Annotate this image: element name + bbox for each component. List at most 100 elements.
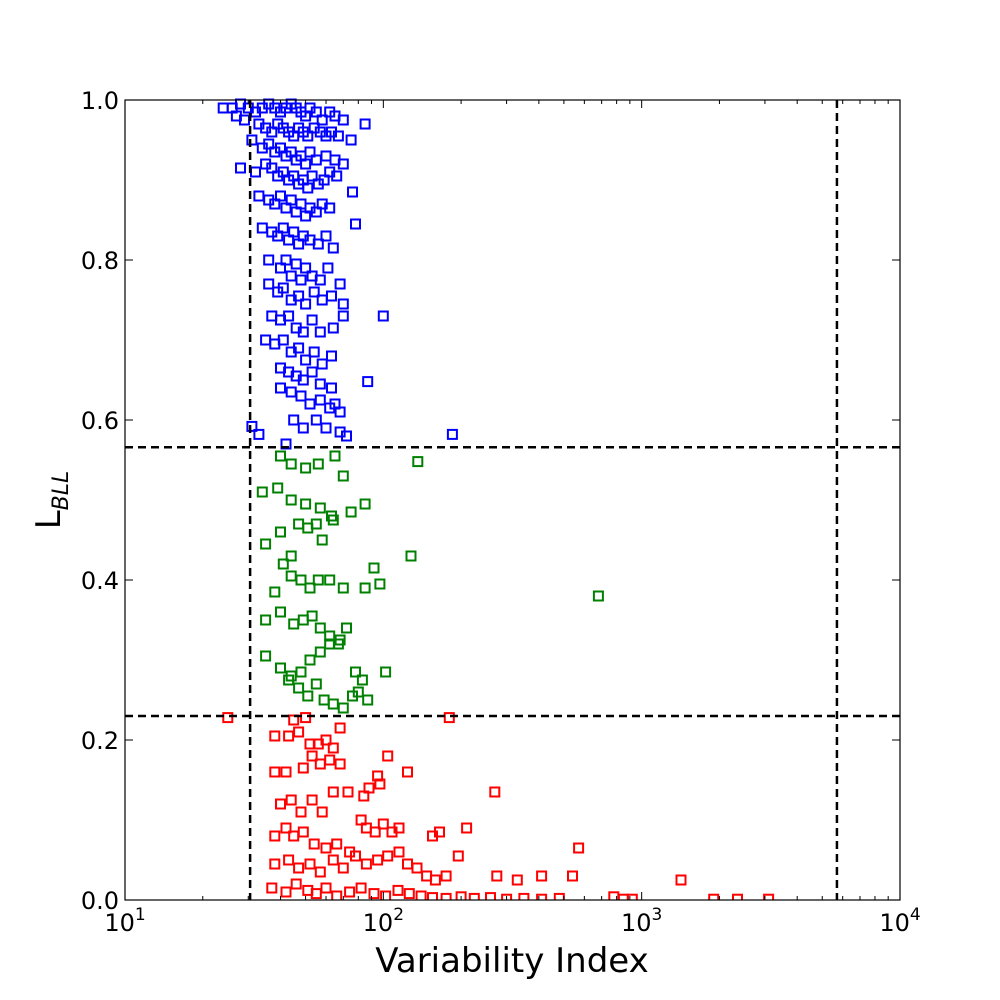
- data-point-2-34: [280, 822, 292, 834]
- data-point-1-11: [314, 502, 326, 514]
- data-point-1-48: [295, 666, 307, 678]
- data-point-1-58: [302, 690, 314, 702]
- data-point-2-100: [708, 893, 720, 900]
- data-point-0-49: [304, 146, 316, 158]
- y-axis-title-main: L: [29, 510, 69, 529]
- data-point-2-51: [269, 858, 281, 870]
- data-point-1-40: [306, 610, 318, 622]
- data-point-2-6: [293, 726, 305, 738]
- data-point-2-48: [434, 826, 445, 838]
- data-point-2-84: [380, 890, 392, 900]
- data-point-0-110: [277, 282, 289, 294]
- data-point-1-15: [260, 538, 272, 550]
- data-point-0-152: [334, 406, 346, 418]
- x-tick-label-base-2: 10: [621, 909, 652, 937]
- x-tick-label-base-1: 10: [363, 909, 394, 937]
- data-point-1-41: [314, 622, 326, 634]
- y-tick-label-3: 0.6: [81, 407, 119, 435]
- data-point-2-36: [297, 826, 309, 838]
- data-point-0-136: [326, 350, 337, 362]
- data-point-1-35: [592, 590, 604, 602]
- data-point-0-105: [314, 274, 326, 286]
- x-tick-label-exp-2: 3: [652, 905, 663, 925]
- data-point-2-11: [334, 722, 346, 734]
- data-point-1-45: [260, 650, 272, 662]
- data-point-1-9: [285, 494, 297, 506]
- data-point-1-54: [356, 674, 368, 686]
- data-point-0-130: [277, 334, 289, 346]
- data-point-0-120: [283, 310, 295, 322]
- data-point-0-132: [293, 342, 305, 354]
- data-point-0-158: [310, 414, 322, 426]
- data-point-0-144: [362, 376, 374, 388]
- data-point-0-15: [310, 106, 322, 118]
- data-point-2-80: [331, 890, 343, 900]
- data-point-2-88: [427, 892, 438, 900]
- data-point-2-59: [360, 858, 372, 870]
- data-point-2-93: [501, 893, 513, 900]
- data-point-2-89: [440, 892, 452, 900]
- data-point-0-73: [269, 198, 281, 210]
- data-point-0-142: [314, 378, 326, 390]
- data-point-1-44: [341, 622, 352, 634]
- data-point-2-83: [368, 888, 380, 900]
- data-point-0-38: [359, 118, 371, 130]
- data-point-0-106: [322, 262, 334, 274]
- plot-frame: [124, 99, 901, 901]
- data-point-0-57: [266, 162, 278, 174]
- data-point-2-78: [310, 888, 322, 900]
- data-point-2-53: [293, 862, 305, 874]
- data-point-0-143: [326, 382, 337, 394]
- y-tick-label-4: 0.8: [81, 247, 119, 275]
- data-point-0-41: [263, 138, 275, 150]
- data-point-2-19: [334, 758, 346, 770]
- data-point-0-67: [318, 174, 330, 186]
- data-point-1-25: [277, 558, 289, 570]
- data-point-2-85: [392, 884, 404, 896]
- data-point-2-14: [280, 766, 292, 778]
- data-point-2-12: [382, 750, 394, 762]
- data-point-1-27: [295, 574, 307, 586]
- data-point-0-117: [337, 298, 349, 310]
- data-point-1-24: [269, 586, 281, 598]
- x-tick-label-3: 104: [879, 905, 920, 937]
- data-point-1-34: [374, 578, 386, 590]
- data-point-2-15: [297, 762, 309, 774]
- data-point-1-50: [314, 646, 326, 658]
- data-point-2-26: [316, 806, 328, 818]
- data-point-2-60: [372, 854, 384, 866]
- data-point-0-93: [312, 238, 324, 250]
- data-point-1-62: [337, 702, 349, 714]
- data-point-2-55: [314, 866, 326, 878]
- data-point-2-102: [763, 893, 775, 900]
- data-point-0-102: [295, 274, 307, 286]
- data-points: [217, 98, 775, 900]
- data-point-2-10: [327, 742, 339, 754]
- data-point-2-99: [626, 893, 638, 900]
- data-point-2-54: [304, 858, 316, 870]
- data-point-1-29: [312, 574, 324, 586]
- data-point-2-56: [327, 854, 339, 866]
- data-point-0-141: [306, 366, 318, 378]
- data-point-0-154: [253, 428, 265, 440]
- data-point-0-36: [332, 130, 344, 142]
- data-point-2-74: [266, 882, 278, 894]
- reference-lines: [125, 100, 900, 900]
- data-point-0-65: [306, 170, 318, 182]
- data-point-0-95: [327, 242, 339, 254]
- x-axis-title: Variability Index: [375, 941, 649, 981]
- data-point-0-147: [295, 390, 307, 402]
- data-point-1-7: [256, 486, 268, 498]
- data-point-2-64: [411, 862, 423, 874]
- data-point-0-156: [288, 414, 300, 426]
- data-point-1-37: [275, 606, 286, 618]
- data-point-0-70: [347, 186, 358, 198]
- y-tick-label-2: 0.4: [81, 567, 119, 595]
- data-point-2-69: [491, 870, 503, 882]
- data-point-0-94: [320, 230, 332, 242]
- data-point-2-30: [363, 782, 375, 794]
- data-point-0-153: [246, 420, 258, 432]
- data-point-2-70: [511, 874, 523, 886]
